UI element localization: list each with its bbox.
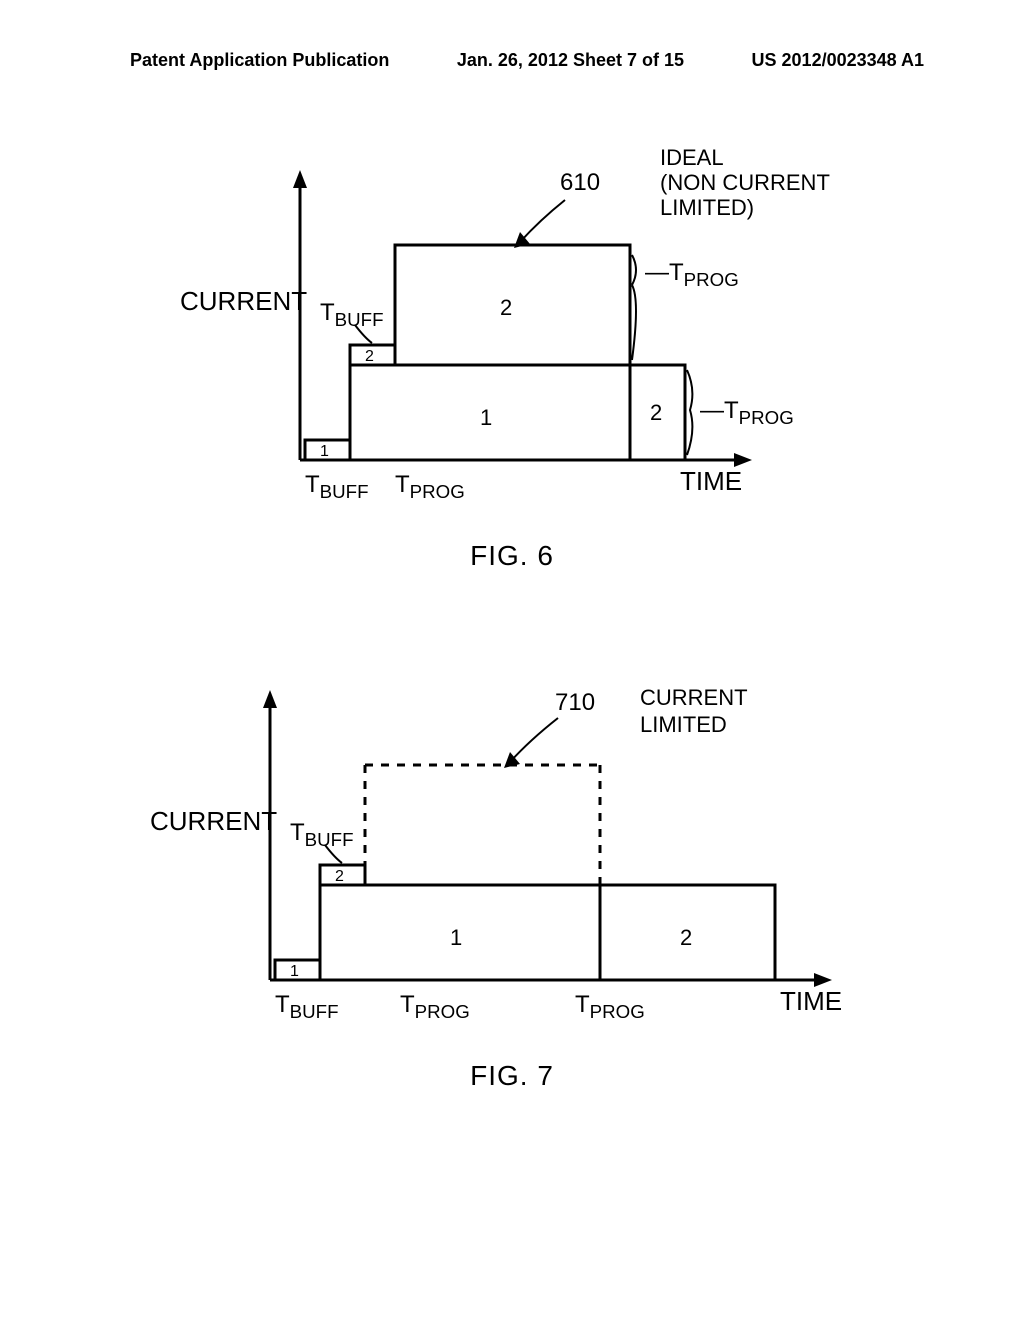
fig6-tbuff-top: TBUFF <box>320 299 384 330</box>
fig6-title-c: LIMITED) <box>660 195 754 220</box>
fig7-block1: 1 <box>450 925 462 950</box>
fig6-block2-side: 2 <box>650 400 662 425</box>
fig6-block2-tall: 2 <box>500 295 512 320</box>
fig7-tbuff-top: TBUFF <box>290 819 354 850</box>
fig6-xtick-tbuff: TBUFF <box>305 471 369 502</box>
fig6-svg: CURRENT TIME 1 1 2 2 2 610 TBUFF —TPROG … <box>0 120 1024 530</box>
fig7-pointer-num: 710 <box>555 689 595 716</box>
fig7-ylabel: CURRENT <box>150 806 277 836</box>
figure-6: CURRENT TIME 1 1 2 2 2 610 TBUFF —TPROG … <box>0 120 1024 620</box>
figure-7: CURRENT TIME 1 1 2 2 710 TBUFF CURRENT L… <box>0 640 1024 1160</box>
header-center: Jan. 26, 2012 Sheet 7 of 15 <box>457 50 684 71</box>
fig6-pointer-num: 610 <box>560 169 600 196</box>
header-left: Patent Application Publication <box>130 50 389 71</box>
fig6-tprog-side: —TPROG <box>700 397 794 428</box>
fig7-xlabel: TIME <box>780 986 842 1016</box>
header-right: US 2012/0023348 A1 <box>752 50 924 71</box>
fig7-xtick-tprog1: TPROG <box>400 991 470 1022</box>
fig6-ylabel: CURRENT <box>180 286 307 316</box>
page-header: Patent Application Publication Jan. 26, … <box>0 0 1024 71</box>
fig6-block1: 1 <box>480 405 492 430</box>
fig6-caption: FIG. 6 <box>0 540 1024 572</box>
fig7-caption: FIG. 7 <box>0 1060 1024 1092</box>
fig6-buff1-num: 1 <box>320 443 329 460</box>
fig6-buff2-num: 2 <box>365 348 374 365</box>
fig7-xtick-tbuff: TBUFF <box>275 991 339 1022</box>
fig7-title-b: LIMITED <box>640 712 727 737</box>
fig6-title-b: (NON CURRENT <box>660 170 830 195</box>
fig7-xtick-tprog2: TPROG <box>575 991 645 1022</box>
fig7-title-a: CURRENT <box>640 685 748 710</box>
fig6-tprog-top: —TPROG <box>645 259 739 290</box>
fig7-buff2-num: 2 <box>335 868 344 885</box>
fig7-buff1-num: 1 <box>290 963 299 980</box>
fig7-block2: 2 <box>680 925 692 950</box>
fig6-xlabel: TIME <box>680 466 742 496</box>
fig6-title-a: IDEAL <box>660 145 724 170</box>
fig6-xtick-tprog: TPROG <box>395 471 465 502</box>
fig7-svg: CURRENT TIME 1 1 2 2 710 TBUFF CURRENT L… <box>0 640 1024 1050</box>
